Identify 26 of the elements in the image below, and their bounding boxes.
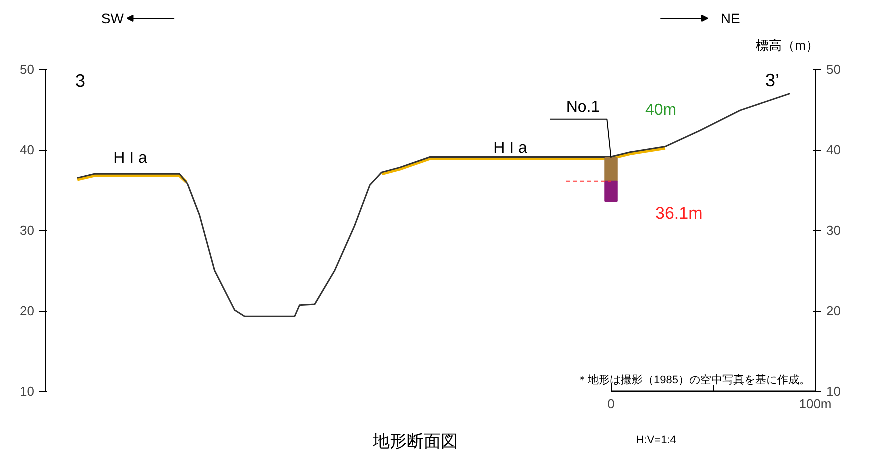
line-series xyxy=(76,92,792,318)
text: 地形断面図 xyxy=(372,432,458,451)
y2-axis-title: 標高（m） xyxy=(756,38,819,53)
y2-tick-label: 50 xyxy=(826,62,841,77)
annotation: 40m xyxy=(646,102,677,119)
text: NE xyxy=(720,10,740,26)
y-tick-label: 20 xyxy=(20,304,35,318)
y2-tick-label: 40 xyxy=(826,142,841,158)
annotation: 36.1m xyxy=(656,204,703,223)
annotation: 3’ xyxy=(766,70,780,90)
annotation: No.1 xyxy=(566,99,600,116)
annotation: H I a xyxy=(494,140,528,157)
y-tick-label: 30 xyxy=(20,223,35,238)
y2-tick-label: 30 xyxy=(826,223,841,238)
y-tick-label: 50 xyxy=(20,62,35,77)
y2-tick-label: 20 xyxy=(826,304,841,318)
annotation: ＊地形は撮影（1985）の空中写真を基に作成。 xyxy=(577,374,811,386)
y2-tick-label: 10 xyxy=(826,384,841,399)
text: SW xyxy=(101,10,125,26)
text: H:V=1:4 xyxy=(636,434,676,446)
annotation: H I a xyxy=(114,150,148,167)
y-tick-label: 40 xyxy=(20,142,35,158)
y-tick-label: 10 xyxy=(20,384,35,399)
x-tick-label: 100m xyxy=(799,396,832,412)
annotation: 3 xyxy=(76,71,86,91)
x-tick-label: 0 xyxy=(608,396,615,412)
